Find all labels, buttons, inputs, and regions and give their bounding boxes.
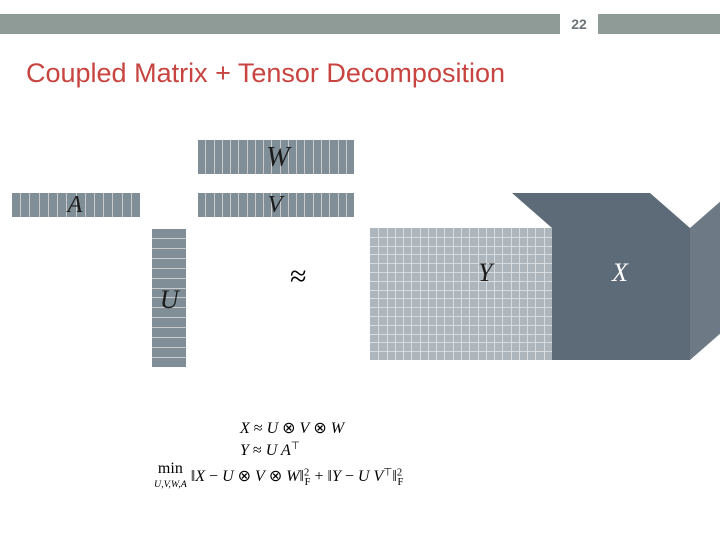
Y-label: Y (478, 258, 492, 288)
header-bar (0, 14, 720, 34)
tensor-side-face (690, 193, 720, 360)
X-label: X (612, 258, 628, 288)
tensor-front-face (552, 228, 690, 360)
U-label: U (160, 285, 179, 315)
slide-title: Coupled Matrix + Tensor Decomposition (26, 58, 505, 89)
W-label: W (266, 142, 289, 174)
Y-plane (370, 228, 552, 360)
tensor-top-face (512, 193, 690, 228)
V-label: V (268, 192, 283, 219)
formula-2: Y ≈ U A⊤ (240, 440, 300, 460)
slide-number: 22 (560, 12, 598, 36)
A-label: A (68, 192, 83, 219)
formula-1: X ≈ U ⊗ V ⊗ W (240, 418, 344, 438)
approx-symbol: ≈ (290, 260, 306, 294)
formula-3: minU,V,W,A ‖X − U ⊗ V ⊗ W‖2F + ‖Y − U V⊤… (154, 462, 403, 493)
